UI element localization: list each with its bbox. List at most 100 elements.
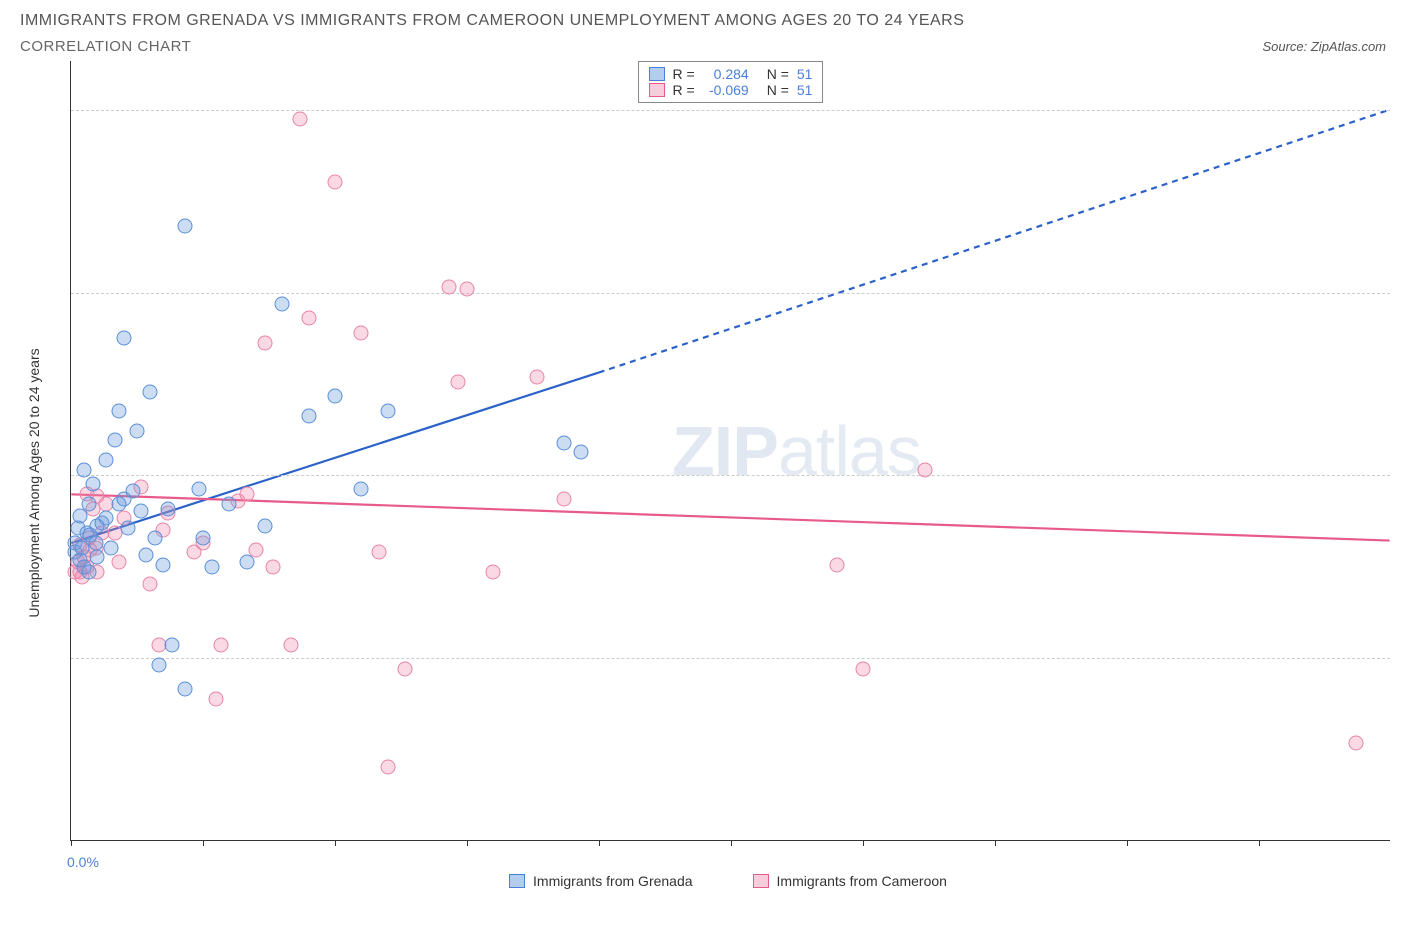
r-label: R = <box>673 82 695 98</box>
data-point <box>152 638 167 653</box>
data-point <box>72 538 87 553</box>
data-point <box>178 218 193 233</box>
data-point <box>116 491 131 506</box>
data-point <box>99 452 114 467</box>
data-point <box>71 555 86 570</box>
data-point <box>160 506 175 521</box>
data-point <box>187 545 202 560</box>
legend-row: R = -0.069 N = 51 <box>649 82 813 98</box>
x-tick <box>863 840 864 846</box>
data-point <box>178 681 193 696</box>
legend-item: Immigrants from Cameroon <box>753 873 947 889</box>
data-point <box>108 525 123 540</box>
n-label: N = <box>767 82 789 98</box>
data-point <box>125 484 140 499</box>
data-point <box>1348 735 1363 750</box>
data-point <box>134 503 149 518</box>
gridline <box>71 475 1390 476</box>
plot-area: ZIPatlas R =0.284N =51R =-0.069N =51 0.0… <box>70 61 1390 841</box>
series-legend: Immigrants from Grenada Immigrants from C… <box>70 873 1386 889</box>
data-point <box>79 525 94 540</box>
legend-swatch <box>509 874 525 888</box>
data-point <box>196 535 211 550</box>
data-point <box>94 525 109 540</box>
legend-swatch <box>649 83 665 97</box>
data-point <box>451 374 466 389</box>
data-point <box>77 560 92 575</box>
legend-label: Immigrants from Cameroon <box>777 873 947 889</box>
data-point <box>160 501 175 516</box>
data-point <box>116 330 131 345</box>
legend-row: R =0.284N =51 <box>649 66 813 82</box>
data-point <box>292 111 307 126</box>
data-point <box>372 545 387 560</box>
data-point <box>240 555 255 570</box>
data-point <box>138 547 153 562</box>
data-point <box>829 557 844 572</box>
data-point <box>191 482 206 497</box>
data-point <box>354 482 369 497</box>
data-point <box>147 530 162 545</box>
data-point <box>574 445 589 460</box>
data-point <box>103 540 118 555</box>
r-value: -0.069 <box>703 82 749 98</box>
data-point <box>152 657 167 672</box>
data-point <box>231 494 246 509</box>
x-tick <box>203 840 204 846</box>
data-point <box>121 521 136 536</box>
x-axis-min-label: 0.0% <box>67 854 99 870</box>
data-point <box>380 759 395 774</box>
data-point <box>90 489 105 504</box>
data-point <box>88 535 103 550</box>
data-point <box>112 404 127 419</box>
data-point <box>143 384 158 399</box>
data-point <box>301 311 316 326</box>
data-point <box>130 423 145 438</box>
data-point <box>196 530 211 545</box>
n-value: 51 <box>797 82 813 98</box>
gridline <box>71 293 1390 294</box>
data-point <box>90 518 105 533</box>
data-point <box>222 496 237 511</box>
source-text: Source: ZipAtlas.com <box>1262 39 1386 54</box>
data-point <box>116 511 131 526</box>
data-point <box>94 516 109 531</box>
data-point <box>204 560 219 575</box>
data-point <box>209 691 224 706</box>
data-point <box>143 577 158 592</box>
x-tick <box>1127 840 1128 846</box>
data-point <box>354 326 369 341</box>
watermark: ZIPatlas <box>672 411 921 491</box>
data-point <box>165 638 180 653</box>
data-point <box>71 521 86 536</box>
correlation-legend: R =0.284N =51R = -0.069 N = 51 <box>638 61 824 103</box>
data-point <box>266 560 281 575</box>
data-point <box>88 540 103 555</box>
data-point <box>248 542 263 557</box>
data-point <box>460 282 475 297</box>
data-point <box>556 491 571 506</box>
data-point <box>108 433 123 448</box>
data-point <box>68 545 83 560</box>
legend-swatch <box>649 67 665 81</box>
data-point <box>328 174 343 189</box>
data-point <box>74 569 89 584</box>
x-tick <box>467 840 468 846</box>
y-axis-label: Unemployment Among Ages 20 to 24 years <box>26 348 42 617</box>
data-point <box>90 564 105 579</box>
x-tick <box>1259 840 1260 846</box>
data-point <box>856 662 871 677</box>
data-point <box>79 560 94 575</box>
legend-label: Immigrants from Grenada <box>533 873 693 889</box>
data-point <box>257 335 272 350</box>
data-point <box>86 501 101 516</box>
data-point <box>156 523 171 538</box>
legend-item: Immigrants from Grenada <box>509 873 693 889</box>
gridline <box>71 110 1390 111</box>
data-point <box>72 564 87 579</box>
data-point <box>90 550 105 565</box>
data-point <box>72 508 87 523</box>
data-point <box>486 564 501 579</box>
r-label: R = <box>673 66 695 82</box>
data-point <box>72 552 87 567</box>
